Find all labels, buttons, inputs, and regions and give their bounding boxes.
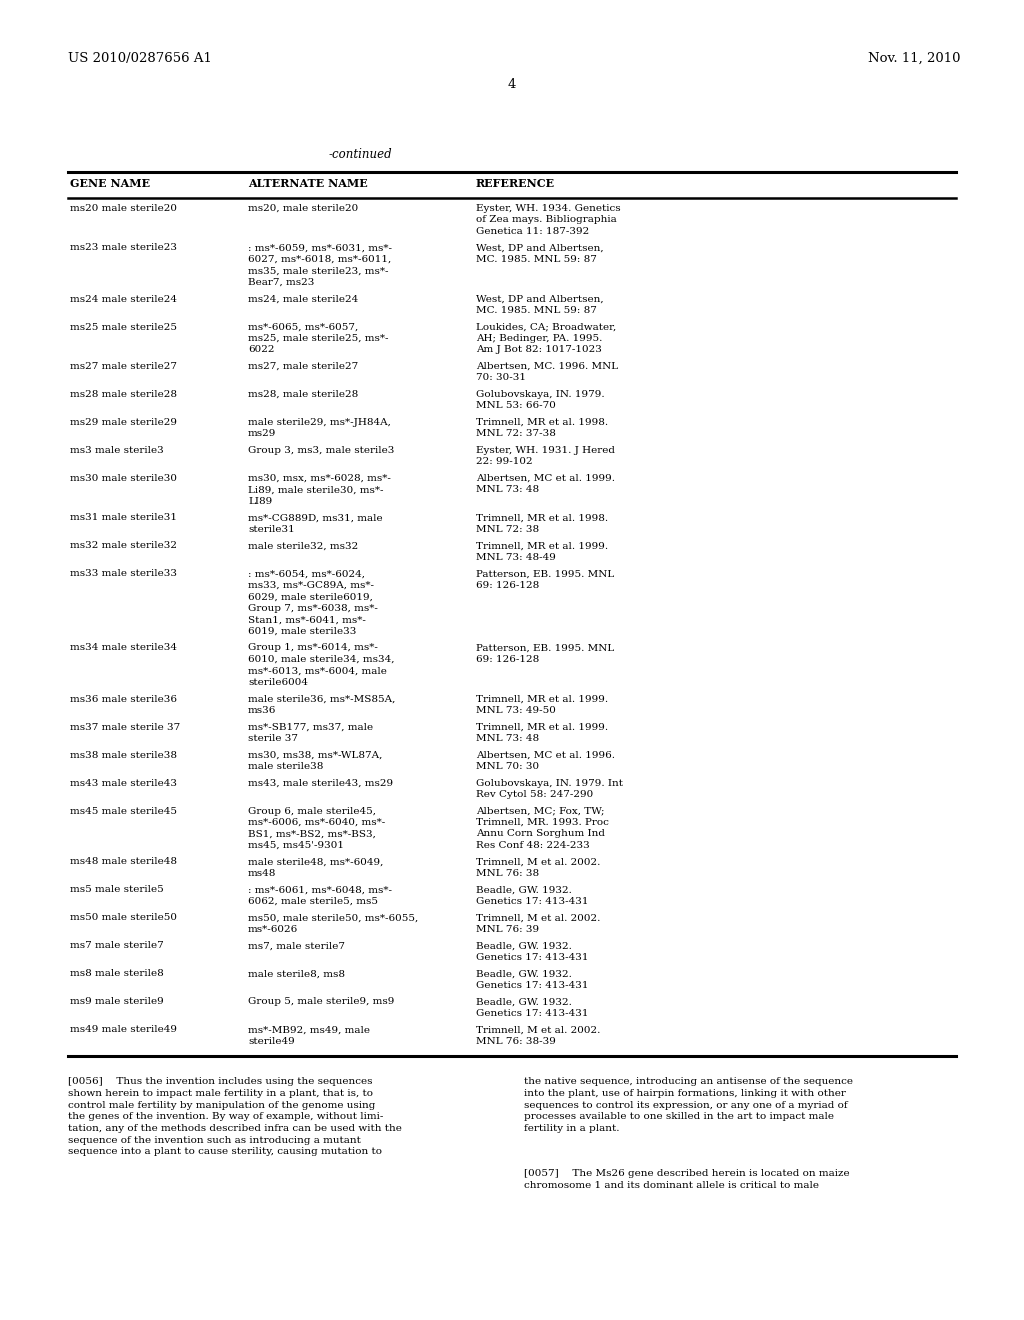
- Text: Loukides, CA; Broadwater,
AH; Bedinger, PA. 1995.
Am J Bot 82: 1017-1023: Loukides, CA; Broadwater, AH; Bedinger, …: [476, 322, 616, 354]
- Text: ms48 male sterile48: ms48 male sterile48: [70, 858, 177, 866]
- Text: : ms*-6054, ms*-6024,
ms33, ms*-GC89A, ms*-
6029, male sterile6019,
Group 7, ms*: : ms*-6054, ms*-6024, ms33, ms*-GC89A, m…: [248, 569, 378, 636]
- Text: ms30 male sterile30: ms30 male sterile30: [70, 474, 177, 483]
- Text: : ms*-6059, ms*-6031, ms*-
6027, ms*-6018, ms*-6011,
ms35, male sterile23, ms*-
: : ms*-6059, ms*-6031, ms*- 6027, ms*-601…: [248, 243, 392, 286]
- Text: Group 1, ms*-6014, ms*-
6010, male sterile34, ms34,
ms*-6013, ms*-6004, male
ste: Group 1, ms*-6014, ms*- 6010, male steri…: [248, 644, 394, 686]
- Text: 4: 4: [508, 78, 516, 91]
- Text: ms*-6065, ms*-6057,
ms25, male sterile25, ms*-
6022: ms*-6065, ms*-6057, ms25, male sterile25…: [248, 322, 388, 354]
- Text: Patterson, EB. 1995. MNL
69: 126-128: Patterson, EB. 1995. MNL 69: 126-128: [476, 644, 614, 664]
- Text: ms*-CG889D, ms31, male
sterile31: ms*-CG889D, ms31, male sterile31: [248, 513, 383, 535]
- Text: -continued: -continued: [328, 148, 392, 161]
- Text: ms34 male sterile34: ms34 male sterile34: [70, 644, 177, 652]
- Text: ms27, male sterile27: ms27, male sterile27: [248, 362, 358, 371]
- Text: ms25 male sterile25: ms25 male sterile25: [70, 322, 177, 331]
- Text: [0057]  The Ms26 gene described herein is located on maize
chromosome 1 and its : [0057] The Ms26 gene described herein is…: [524, 1168, 850, 1189]
- Text: ms43, male sterile43, ms29: ms43, male sterile43, ms29: [248, 779, 393, 788]
- Text: GENE NAME: GENE NAME: [70, 178, 151, 189]
- Text: ms5 male sterile5: ms5 male sterile5: [70, 886, 164, 895]
- Text: Group 6, male sterile45,
ms*-6006, ms*-6040, ms*-
BS1, ms*-BS2, ms*-BS3,
ms45, m: Group 6, male sterile45, ms*-6006, ms*-6…: [248, 807, 385, 850]
- Text: : ms*-6061, ms*-6048, ms*-
6062, male sterile5, ms5: : ms*-6061, ms*-6048, ms*- 6062, male st…: [248, 886, 392, 906]
- Text: Albertsen, MC et al. 1999.
MNL 73: 48: Albertsen, MC et al. 1999. MNL 73: 48: [476, 474, 615, 495]
- Text: ms38 male sterile38: ms38 male sterile38: [70, 751, 177, 759]
- Text: ms24 male sterile24: ms24 male sterile24: [70, 294, 177, 304]
- Text: Albertsen, MC; Fox, TW;
Trimnell, MR. 1993. Proc
Annu Corn Sorghum Ind
Res Conf : Albertsen, MC; Fox, TW; Trimnell, MR. 19…: [476, 807, 609, 850]
- Text: ms20, male sterile20: ms20, male sterile20: [248, 205, 358, 213]
- Text: West, DP and Albertsen,
MC. 1985. MNL 59: 87: West, DP and Albertsen, MC. 1985. MNL 59…: [476, 243, 603, 264]
- Text: Albertsen, MC et al. 1996.
MNL 70: 30: Albertsen, MC et al. 1996. MNL 70: 30: [476, 751, 615, 771]
- Text: Group 3, ms3, male sterile3: Group 3, ms3, male sterile3: [248, 446, 394, 455]
- Text: male sterile8, ms8: male sterile8, ms8: [248, 969, 345, 978]
- Text: Trimnell, M et al. 2002.
MNL 76: 38-39: Trimnell, M et al. 2002. MNL 76: 38-39: [476, 1026, 600, 1045]
- Text: ms*-MB92, ms49, male
sterile49: ms*-MB92, ms49, male sterile49: [248, 1026, 370, 1045]
- Text: West, DP and Albertsen,
MC. 1985. MNL 59: 87: West, DP and Albertsen, MC. 1985. MNL 59…: [476, 294, 603, 315]
- Text: ms7, male sterile7: ms7, male sterile7: [248, 941, 345, 950]
- Text: male sterile32, ms32: male sterile32, ms32: [248, 541, 358, 550]
- Text: ms50, male sterile50, ms*-6055,
ms*-6026: ms50, male sterile50, ms*-6055, ms*-6026: [248, 913, 418, 935]
- Text: Trimnell, MR et al. 1999.
MNL 73: 48: Trimnell, MR et al. 1999. MNL 73: 48: [476, 722, 608, 743]
- Text: ms7 male sterile7: ms7 male sterile7: [70, 941, 164, 950]
- Text: ms37 male sterile 37: ms37 male sterile 37: [70, 722, 180, 731]
- Text: Beadle, GW. 1932.
Genetics 17: 413-431: Beadle, GW. 1932. Genetics 17: 413-431: [476, 941, 589, 962]
- Text: Beadle, GW. 1932.
Genetics 17: 413-431: Beadle, GW. 1932. Genetics 17: 413-431: [476, 998, 589, 1018]
- Text: Albertsen, MC. 1996. MNL
70: 30-31: Albertsen, MC. 1996. MNL 70: 30-31: [476, 362, 618, 383]
- Text: ms49 male sterile49: ms49 male sterile49: [70, 1026, 177, 1035]
- Text: Beadle, GW. 1932.
Genetics 17: 413-431: Beadle, GW. 1932. Genetics 17: 413-431: [476, 969, 589, 990]
- Text: REFERENCE: REFERENCE: [476, 178, 555, 189]
- Text: Golubovskaya, IN. 1979.
MNL 53: 66-70: Golubovskaya, IN. 1979. MNL 53: 66-70: [476, 389, 604, 411]
- Text: Beadle, GW. 1932.
Genetics 17: 413-431: Beadle, GW. 1932. Genetics 17: 413-431: [476, 886, 589, 906]
- Text: US 2010/0287656 A1: US 2010/0287656 A1: [68, 51, 212, 65]
- Text: Patterson, EB. 1995. MNL
69: 126-128: Patterson, EB. 1995. MNL 69: 126-128: [476, 569, 614, 590]
- Text: Group 5, male sterile9, ms9: Group 5, male sterile9, ms9: [248, 998, 394, 1006]
- Text: the native sequence, introducing an antisense of the sequence
into the plant, us: the native sequence, introducing an anti…: [524, 1077, 853, 1133]
- Text: male sterile29, ms*-JH84A,
ms29: male sterile29, ms*-JH84A, ms29: [248, 418, 391, 438]
- Text: Trimnell, M et al. 2002.
MNL 76: 39: Trimnell, M et al. 2002. MNL 76: 39: [476, 913, 600, 935]
- Text: ms28 male sterile28: ms28 male sterile28: [70, 389, 177, 399]
- Text: ms24, male sterile24: ms24, male sterile24: [248, 294, 358, 304]
- Text: Trimnell, M et al. 2002.
MNL 76: 38: Trimnell, M et al. 2002. MNL 76: 38: [476, 858, 600, 878]
- Text: ms30, msx, ms*-6028, ms*-
Li89, male sterile30, ms*-
LI89: ms30, msx, ms*-6028, ms*- Li89, male ste…: [248, 474, 391, 506]
- Text: ms30, ms38, ms*-WL87A,
male sterile38: ms30, ms38, ms*-WL87A, male sterile38: [248, 751, 382, 771]
- Text: Trimnell, MR et al. 1999.
MNL 73: 49-50: Trimnell, MR et al. 1999. MNL 73: 49-50: [476, 694, 608, 715]
- Text: ms36 male sterile36: ms36 male sterile36: [70, 694, 177, 704]
- Text: Eyster, WH. 1931. J Hered
22: 99-102: Eyster, WH. 1931. J Hered 22: 99-102: [476, 446, 615, 466]
- Text: ms28, male sterile28: ms28, male sterile28: [248, 389, 358, 399]
- Text: ms31 male sterile31: ms31 male sterile31: [70, 513, 177, 523]
- Text: ms3 male sterile3: ms3 male sterile3: [70, 446, 164, 455]
- Text: Trimnell, MR et al. 1998.
MNL 72: 37-38: Trimnell, MR et al. 1998. MNL 72: 37-38: [476, 418, 608, 438]
- Text: Eyster, WH. 1934. Genetics
of Zea mays. Bibliographia
Genetica 11: 187-392: Eyster, WH. 1934. Genetics of Zea mays. …: [476, 205, 621, 236]
- Text: ms50 male sterile50: ms50 male sterile50: [70, 913, 177, 923]
- Text: Trimnell, MR et al. 1998.
MNL 72: 38: Trimnell, MR et al. 1998. MNL 72: 38: [476, 513, 608, 535]
- Text: ms32 male sterile32: ms32 male sterile32: [70, 541, 177, 550]
- Text: ms*-SB177, ms37, male
sterile 37: ms*-SB177, ms37, male sterile 37: [248, 722, 373, 743]
- Text: ms29 male sterile29: ms29 male sterile29: [70, 418, 177, 426]
- Text: ms9 male sterile9: ms9 male sterile9: [70, 998, 164, 1006]
- Text: ms45 male sterile45: ms45 male sterile45: [70, 807, 177, 816]
- Text: ALTERNATE NAME: ALTERNATE NAME: [248, 178, 368, 189]
- Text: Golubovskaya, IN. 1979. Int
Rev Cytol 58: 247-290: Golubovskaya, IN. 1979. Int Rev Cytol 58…: [476, 779, 623, 799]
- Text: ms8 male sterile8: ms8 male sterile8: [70, 969, 164, 978]
- Text: [0056]  Thus the invention includes using the sequences
shown herein to impact m: [0056] Thus the invention includes using…: [68, 1077, 401, 1156]
- Text: ms33 male sterile33: ms33 male sterile33: [70, 569, 177, 578]
- Text: Nov. 11, 2010: Nov. 11, 2010: [867, 51, 961, 65]
- Text: ms20 male sterile20: ms20 male sterile20: [70, 205, 177, 213]
- Text: ms23 male sterile23: ms23 male sterile23: [70, 243, 177, 252]
- Text: ms43 male sterile43: ms43 male sterile43: [70, 779, 177, 788]
- Text: ms27 male sterile27: ms27 male sterile27: [70, 362, 177, 371]
- Text: male sterile36, ms*-MS85A,
ms36: male sterile36, ms*-MS85A, ms36: [248, 694, 395, 715]
- Text: Trimnell, MR et al. 1999.
MNL 73: 48-49: Trimnell, MR et al. 1999. MNL 73: 48-49: [476, 541, 608, 562]
- Text: male sterile48, ms*-6049,
ms48: male sterile48, ms*-6049, ms48: [248, 858, 383, 878]
